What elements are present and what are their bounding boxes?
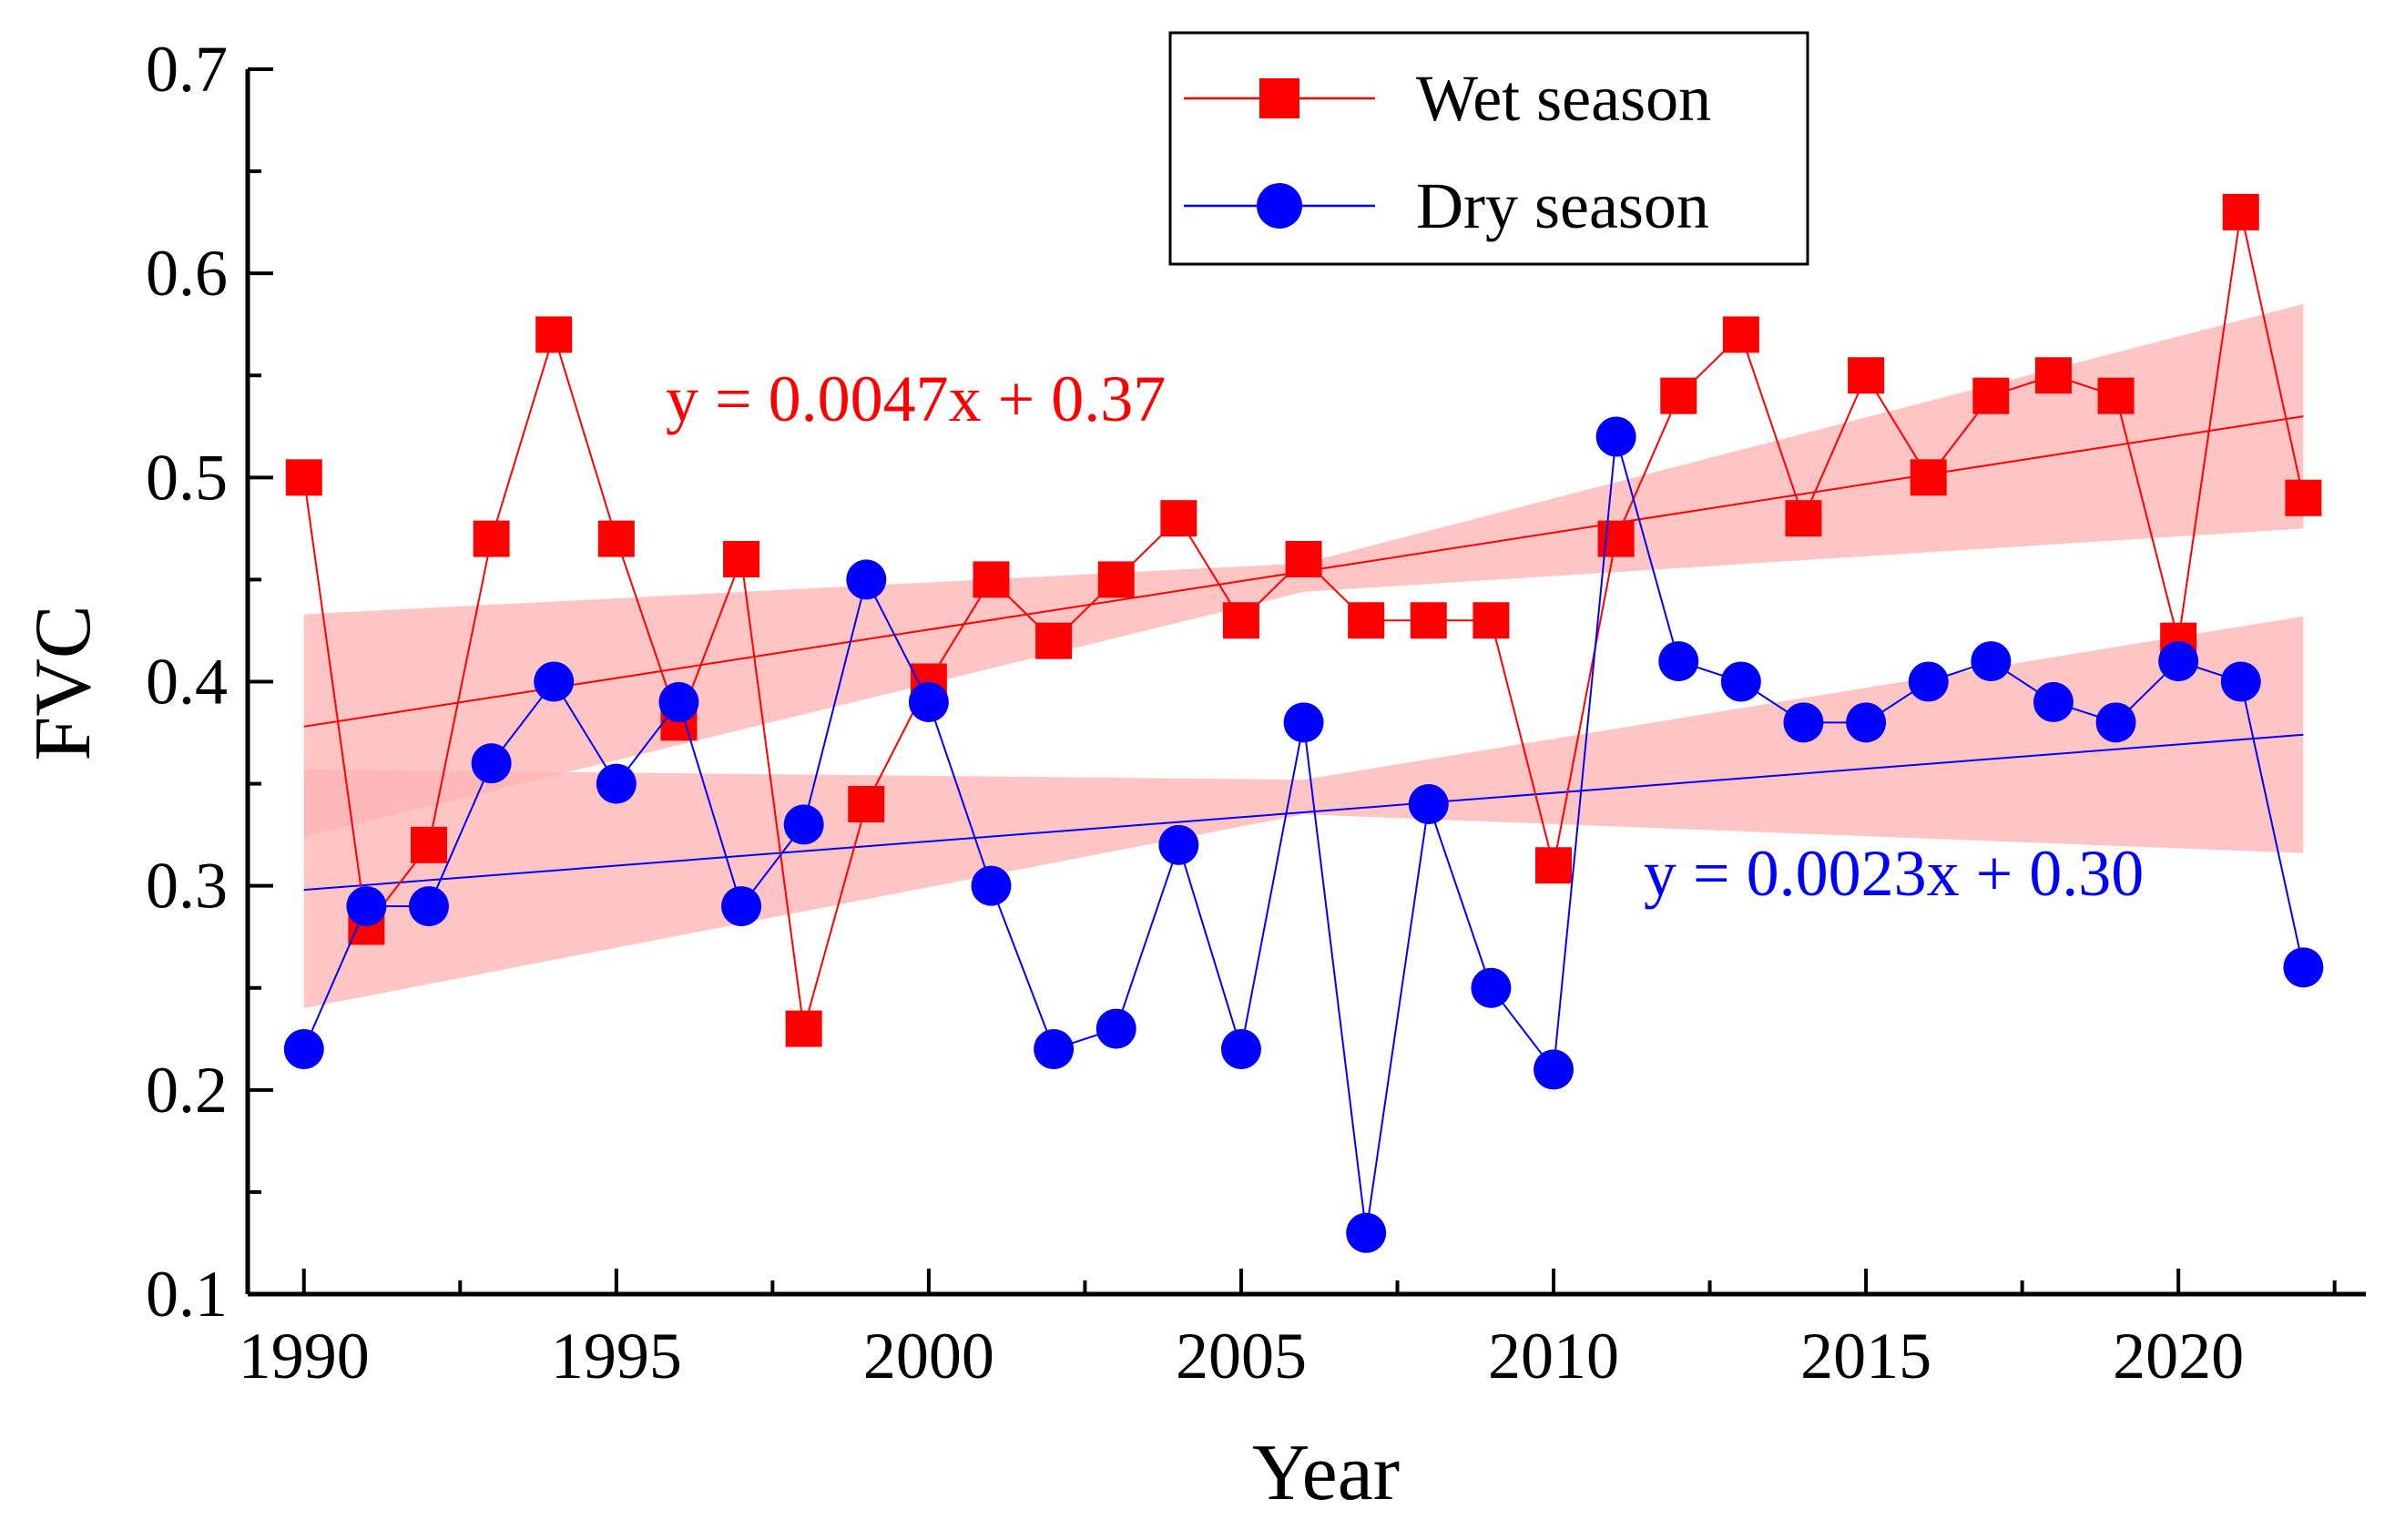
dry-point-2020 bbox=[2158, 641, 2199, 682]
y-axis-title: FVC bbox=[19, 605, 107, 760]
axes: 0.1 0.2 0.3 0.4 0.5 0.6 0.7 1990 1995 2000 2005 201… bbox=[146, 33, 2366, 1392]
y-tick-label: 0.1 bbox=[146, 1258, 228, 1331]
wet-point-2017 bbox=[1972, 377, 2010, 414]
dry-point-1990 bbox=[283, 1029, 324, 1069]
wet-point-2016 bbox=[1910, 459, 1947, 496]
y-tick-label: 0.6 bbox=[146, 237, 228, 310]
dry-point-2022 bbox=[2283, 947, 2324, 988]
dry-point-2014 bbox=[1783, 702, 1824, 743]
wet-point-2014 bbox=[1785, 500, 1822, 537]
wet-point-1990 bbox=[285, 459, 322, 496]
dry-season-equation: y = 0.0023x + 0.30 bbox=[1644, 837, 2144, 910]
wet-point-1995 bbox=[597, 520, 635, 557]
dry-point-1995 bbox=[596, 763, 637, 804]
wet-point-2018 bbox=[2034, 357, 2072, 394]
wet-point-1992 bbox=[410, 826, 447, 863]
dry-point-2018 bbox=[2033, 681, 2074, 722]
x-axis-title: Year bbox=[1252, 1429, 1400, 1517]
dry-point-1998 bbox=[783, 804, 824, 845]
dry-point-2010 bbox=[1534, 1049, 1574, 1090]
legend-dry-label: Dry season bbox=[1416, 169, 1709, 242]
wet-point-2008 bbox=[1410, 602, 1447, 639]
dry-point-1997 bbox=[721, 886, 762, 927]
dry-point-2021 bbox=[2220, 661, 2261, 702]
wet-point-1997 bbox=[723, 541, 760, 577]
dry-point-1991 bbox=[346, 886, 387, 927]
wet-point-2006 bbox=[1285, 541, 1322, 577]
dry-point-1993 bbox=[471, 743, 512, 784]
legend: Wet season Dry season bbox=[1168, 31, 1809, 266]
wet-point-2012 bbox=[1660, 377, 1697, 414]
dry-point-2009 bbox=[1471, 967, 1512, 1008]
wet-point-2015 bbox=[1848, 357, 1885, 394]
dry-point-2015 bbox=[1846, 702, 1887, 743]
wet-point-2001 bbox=[973, 561, 1010, 598]
x-tick-label: 1990 bbox=[239, 1320, 370, 1392]
x-tick-label: 2015 bbox=[1800, 1320, 1931, 1392]
wet-point-2009 bbox=[1473, 602, 1510, 639]
dry-point-2006 bbox=[1283, 702, 1324, 743]
dry-point-2008 bbox=[1408, 784, 1449, 824]
wet-point-1994 bbox=[535, 316, 573, 353]
y-tick-label: 0.7 bbox=[146, 33, 228, 106]
legend-wet-label: Wet season bbox=[1416, 62, 1711, 135]
wet-point-2021 bbox=[2222, 193, 2259, 230]
dry-point-2019 bbox=[2095, 702, 2136, 743]
dry-point-1994 bbox=[534, 661, 575, 702]
x-tick-label: 2000 bbox=[863, 1320, 994, 1392]
y-tick-label: 0.2 bbox=[146, 1054, 228, 1127]
wet-season-equation: y = 0.0047x + 0.37 bbox=[666, 362, 1166, 435]
y-tick-label: 0.5 bbox=[146, 441, 228, 514]
dry-point-2004 bbox=[1158, 824, 1199, 865]
x-tick-label: 1995 bbox=[551, 1320, 682, 1392]
dry-point-2013 bbox=[1720, 661, 1761, 702]
wet-point-2013 bbox=[1722, 316, 1759, 353]
legend-dry-marker bbox=[1257, 183, 1302, 229]
wet-point-2022 bbox=[2285, 479, 2322, 516]
dry-point-1992 bbox=[408, 886, 449, 927]
wet-point-2007 bbox=[1348, 602, 1385, 639]
x-tick-label: 2020 bbox=[2113, 1320, 2244, 1392]
x-tick-label: 2005 bbox=[1176, 1320, 1307, 1392]
dry-point-2005 bbox=[1220, 1029, 1261, 1069]
wet-point-2003 bbox=[1097, 561, 1135, 598]
dry-point-2002 bbox=[1034, 1029, 1075, 1069]
dry-trend-line bbox=[303, 733, 2304, 892]
dry-point-2017 bbox=[1971, 641, 2012, 682]
dry-point-1996 bbox=[658, 681, 699, 722]
dry-point-2003 bbox=[1095, 1008, 1136, 1049]
y-tick-label: 0.3 bbox=[146, 850, 228, 923]
data-series bbox=[283, 193, 2324, 1253]
dry-point-2016 bbox=[1908, 661, 1949, 702]
x-tick-label: 2010 bbox=[1488, 1320, 1619, 1392]
y-tick-label: 0.4 bbox=[146, 646, 228, 719]
wet-point-2005 bbox=[1222, 602, 1259, 639]
wet-point-2010 bbox=[1535, 847, 1573, 884]
wet-point-2002 bbox=[1035, 622, 1073, 659]
wet-point-2011 bbox=[1597, 520, 1635, 557]
legend-wet-marker bbox=[1259, 78, 1299, 118]
dry-point-1999 bbox=[846, 559, 887, 600]
wet-point-2019 bbox=[2097, 377, 2135, 414]
dry-point-2000 bbox=[908, 681, 949, 722]
dry-point-2001 bbox=[971, 865, 1012, 906]
dry-point-2011 bbox=[1595, 416, 1636, 457]
wet-point-1998 bbox=[785, 1010, 822, 1047]
wet-point-1999 bbox=[848, 786, 885, 822]
wet-point-1993 bbox=[473, 520, 510, 557]
dry-point-2007 bbox=[1346, 1212, 1387, 1253]
wet-point-2004 bbox=[1160, 500, 1197, 537]
dry-point-2012 bbox=[1658, 641, 1699, 682]
